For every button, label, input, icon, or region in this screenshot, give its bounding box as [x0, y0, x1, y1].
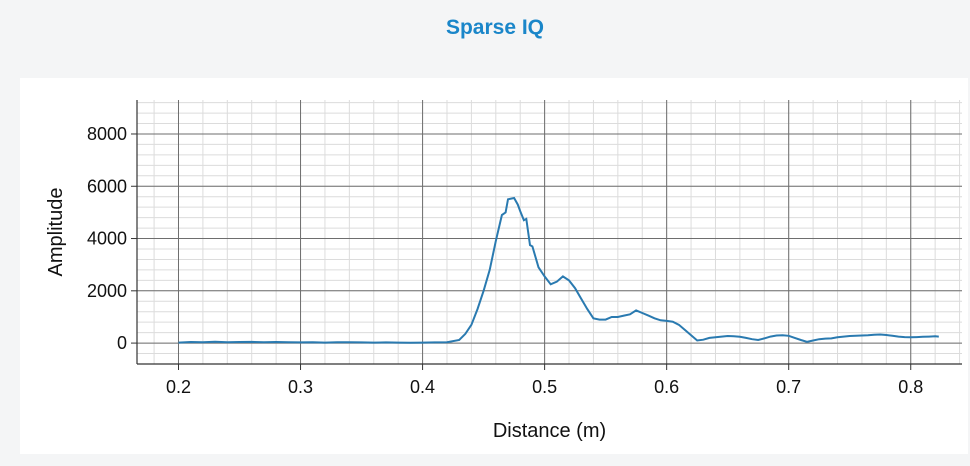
x-tick-label: 0.7 [776, 377, 801, 397]
y-tick-label: 8000 [87, 124, 127, 144]
y-tick-label: 0 [117, 333, 127, 353]
y-tick-label: 4000 [87, 229, 127, 249]
x-tick-label: 0.5 [532, 377, 557, 397]
x-tick-label: 0.6 [654, 377, 679, 397]
major-grid [137, 100, 962, 364]
x-tick-label: 0.4 [410, 377, 435, 397]
header-bar: Sparse IQ [0, 0, 970, 58]
x-tick-label: 0.8 [898, 377, 923, 397]
x-ticks: 0.2 0.3 0.4 0.5 0.6 0.7 0.8 [166, 364, 923, 397]
minor-grid [137, 100, 962, 365]
x-tick-label: 0.2 [166, 377, 191, 397]
axes [136, 100, 962, 365]
chart-title: Sparse IQ [445, 16, 545, 39]
y-ticks: 0 2000 4000 6000 8000 [87, 124, 137, 353]
y-tick-label: 6000 [87, 176, 127, 196]
y-axis-label: Amplitude [45, 188, 67, 277]
x-tick-label: 0.3 [288, 377, 313, 397]
y-tick-label: 2000 [87, 281, 127, 301]
x-axis-label: Distance (m) [493, 420, 606, 442]
amplitude-series-line [178, 196, 939, 344]
